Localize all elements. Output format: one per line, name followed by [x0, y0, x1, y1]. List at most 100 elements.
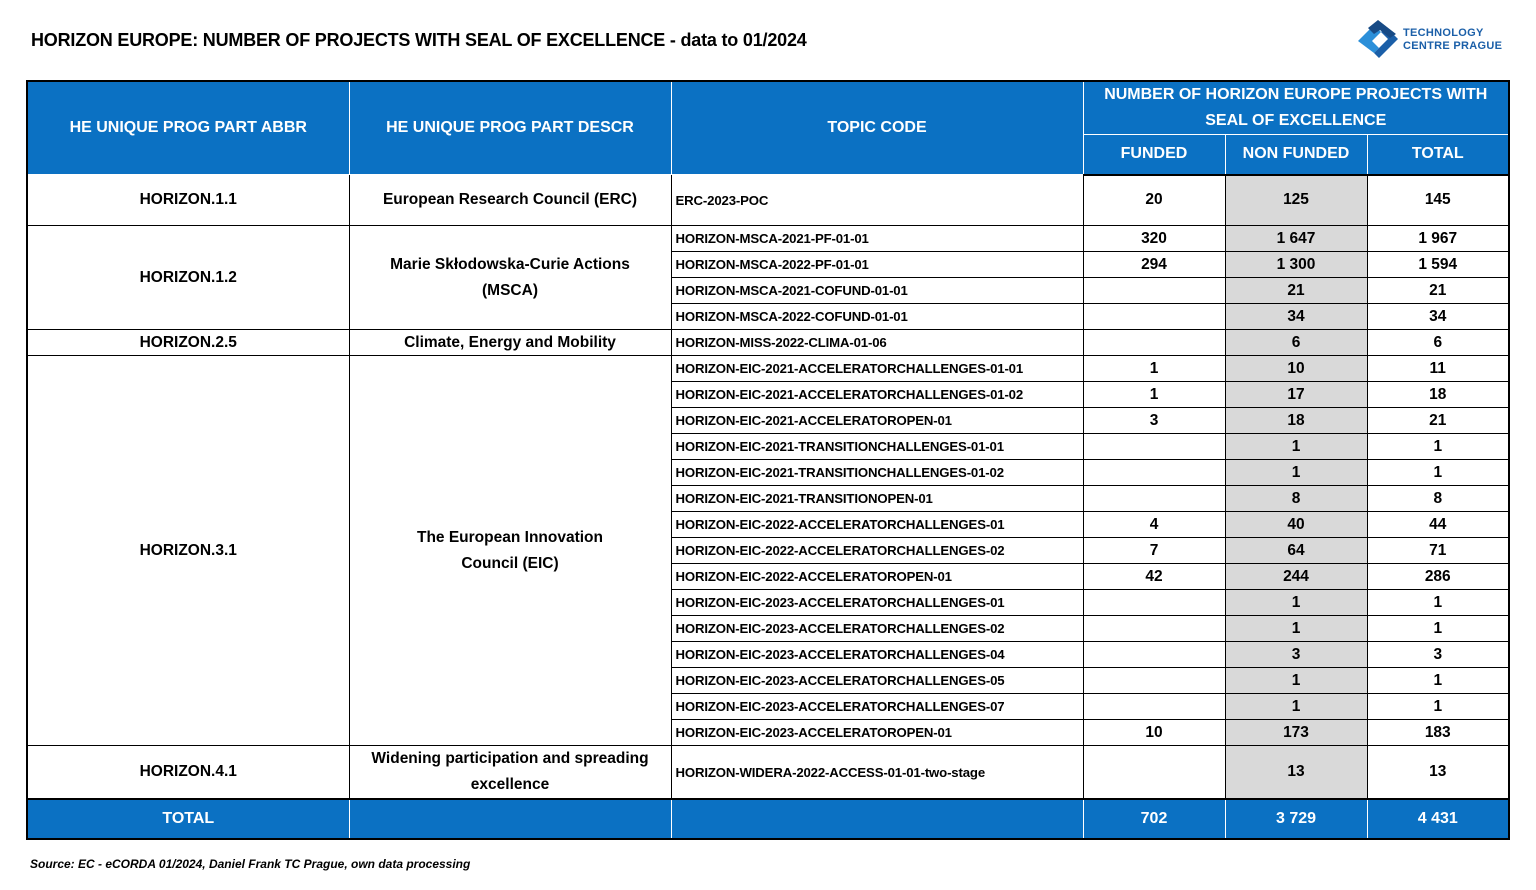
total-value: 18 [1366, 381, 1510, 408]
funded-value [1082, 745, 1226, 800]
table-row: HORIZON-MSCA-2021-COFUND-01-01 21 21 [27, 277, 1510, 304]
total-value: 1 [1366, 433, 1510, 460]
header-funded: FUNDED [1082, 134, 1226, 176]
total-value: 1 594 [1366, 251, 1510, 278]
total-non-funded: 3 729 [1224, 798, 1368, 840]
total-label: TOTAL [26, 798, 350, 840]
non-funded-value: 40 [1224, 511, 1368, 538]
non-funded-value: 1 [1224, 589, 1368, 616]
total-value: 71 [1366, 537, 1510, 564]
table-row: HORIZON-EIC-2023-ACCELERATORCHALLENGES-0… [27, 667, 1510, 694]
non-funded-value: 21 [1224, 277, 1368, 304]
funded-value: 42 [1082, 563, 1226, 590]
header-descr: HE UNIQUE PROG PART DESCR [348, 80, 672, 175]
topic-code: HORIZON-EIC-2023-ACCELERATORCHALLENGES-0… [670, 693, 1084, 720]
table-row: HORIZON.2.5 Climate, Energy and Mobility H… [26, 329, 1510, 356]
non-funded-value: 8 [1224, 485, 1368, 512]
non-funded-value: 1 647 [1224, 225, 1368, 252]
funded-value: 294 [1082, 251, 1226, 278]
topic-code: HORIZON-MSCA-2021-PF-01-01 [670, 225, 1084, 252]
topic-code: HORIZON-EIC-2022-ACCELERATORCHALLENGES-0… [670, 537, 1084, 564]
technology-centre-prague-logo: TECHNOLOGY CENTRE PRAGUE [1354, 18, 1514, 64]
non-funded-value: 125 [1224, 174, 1368, 226]
non-funded-value: 10 [1224, 355, 1368, 382]
topic-code: HORIZON-EIC-2022-ACCELERATORCHALLENGES-0… [670, 511, 1084, 538]
funded-value [1082, 615, 1226, 642]
non-funded-value: 1 [1224, 667, 1368, 694]
total-value: 145 [1366, 174, 1510, 226]
prog-part-descr: The European Innovation Council (EIC) [348, 355, 672, 746]
prog-part-abbr: HORIZON.4.1 [26, 745, 350, 800]
table-row: HORIZON.1.2 Marie Skłodowska-Curie Action… [26, 225, 1510, 330]
total-value: 44 [1366, 511, 1510, 538]
non-funded-value: 1 [1224, 433, 1368, 460]
non-funded-value: 18 [1224, 407, 1368, 434]
prog-part-abbr: HORIZON.2.5 [26, 329, 350, 356]
non-funded-value: 34 [1224, 303, 1368, 330]
total-value: 1 [1366, 693, 1510, 720]
header-topic: TOPIC CODE [670, 80, 1084, 175]
total-value: 11 [1366, 355, 1510, 382]
table-row: HORIZON-EIC-2021-ACCELERATOROPEN-01 3 18 21 [27, 407, 1510, 434]
topic-code: HORIZON-EIC-2021-ACCELERATORCHALLENGES-0… [670, 381, 1084, 408]
total-value: 1 [1366, 459, 1510, 486]
table-row: HORIZON-MSCA-2022-COFUND-01-01 34 34 [27, 303, 1510, 330]
funded-value: 1 [1082, 355, 1226, 382]
total-value: 1 [1366, 615, 1510, 642]
logo-mark-icon [1358, 20, 1398, 58]
total-value: 3 [1366, 641, 1510, 668]
table-row: HORIZON-EIC-2021-TRANSITIONCHALLENGES-01… [27, 433, 1510, 460]
total-value: 6 [1366, 329, 1510, 356]
non-funded-value: 244 [1224, 563, 1368, 590]
funded-value [1082, 485, 1226, 512]
table-body: HORIZON.1.1 European Research Council (ER… [26, 174, 1510, 800]
source-note: Source: EC - eCORDA 01/2024, Daniel Fran… [30, 857, 471, 871]
total-row: TOTAL 702 3 729 4 431 [26, 798, 1510, 840]
non-funded-value: 3 [1224, 641, 1368, 668]
table-row: HORIZON-EIC-2022-ACCELERATORCHALLENGES-0… [27, 537, 1510, 564]
funded-value: 320 [1082, 225, 1226, 252]
funded-value: 1 [1082, 381, 1226, 408]
funded-value [1082, 303, 1226, 330]
topic-code: HORIZON-EIC-2021-TRANSITIONCHALLENGES-01… [670, 459, 1084, 486]
non-funded-value: 1 300 [1224, 251, 1368, 278]
page-title: HORIZON EUROPE: NUMBER OF PROJECTS WITH … [31, 30, 807, 50]
table-row: HORIZON-EIC-2021-ACCELERATORCHALLENGES-0… [27, 381, 1510, 408]
prog-part-abbr: HORIZON.1.1 [26, 174, 350, 226]
funded-value [1082, 589, 1226, 616]
non-funded-value: 6 [1224, 329, 1368, 356]
topic-code: HORIZON-EIC-2022-ACCELERATOROPEN-01 [670, 563, 1084, 590]
non-funded-value: 1 [1224, 459, 1368, 486]
total-value: 183 [1366, 719, 1510, 746]
header-group: NUMBER OF HORIZON EUROPE PROJECTS WITH S… [1082, 80, 1510, 135]
topic-code: HORIZON-MSCA-2022-PF-01-01 [670, 251, 1084, 278]
seal-of-excellence-table: HE UNIQUE PROG PART ABBR HE UNIQUE PROG … [26, 80, 1510, 840]
funded-value: 7 [1082, 537, 1226, 564]
topic-code: ERC-2023-POC [670, 174, 1084, 226]
total-empty-2 [670, 798, 1084, 840]
prog-part-descr: Climate, Energy and Mobility [348, 329, 672, 356]
total-value: 21 [1366, 277, 1510, 304]
table-row: HORIZON.4.1 Widening participation and sp… [26, 745, 1510, 800]
topic-code: HORIZON-EIC-2023-ACCELERATORCHALLENGES-0… [670, 667, 1084, 694]
total-total: 4 431 [1366, 798, 1510, 840]
topic-code: HORIZON-EIC-2021-TRANSITIONOPEN-01 [670, 485, 1084, 512]
total-value: 13 [1366, 745, 1510, 800]
topic-code: HORIZON-EIC-2021-TRANSITIONCHALLENGES-01… [670, 433, 1084, 460]
table-row: HORIZON-MSCA-2022-PF-01-01 294 1 300 1 594 [27, 251, 1510, 278]
prog-part-abbr: HORIZON.3.1 [26, 355, 350, 746]
prog-part-descr: Marie Skłodowska-Curie Actions (MSCA) [348, 225, 672, 330]
funded-value [1082, 329, 1226, 356]
topic-code: HORIZON-MISS-2022-CLIMA-01-06 [670, 329, 1084, 356]
total-value: 34 [1366, 303, 1510, 330]
funded-value [1082, 433, 1226, 460]
non-funded-value: 1 [1224, 693, 1368, 720]
topic-code: HORIZON-EIC-2021-ACCELERATOROPEN-01 [670, 407, 1084, 434]
topic-code: HORIZON-EIC-2021-ACCELERATORCHALLENGES-0… [670, 355, 1084, 382]
prog-part-descr: Widening participation and spreading exc… [348, 745, 672, 800]
topic-code: HORIZON-EIC-2023-ACCELERATORCHALLENGES-0… [670, 615, 1084, 642]
table-row: HORIZON.1.1 European Research Council (ER… [26, 174, 1510, 226]
funded-value [1082, 641, 1226, 668]
non-funded-value: 13 [1224, 745, 1368, 800]
funded-value: 3 [1082, 407, 1226, 434]
